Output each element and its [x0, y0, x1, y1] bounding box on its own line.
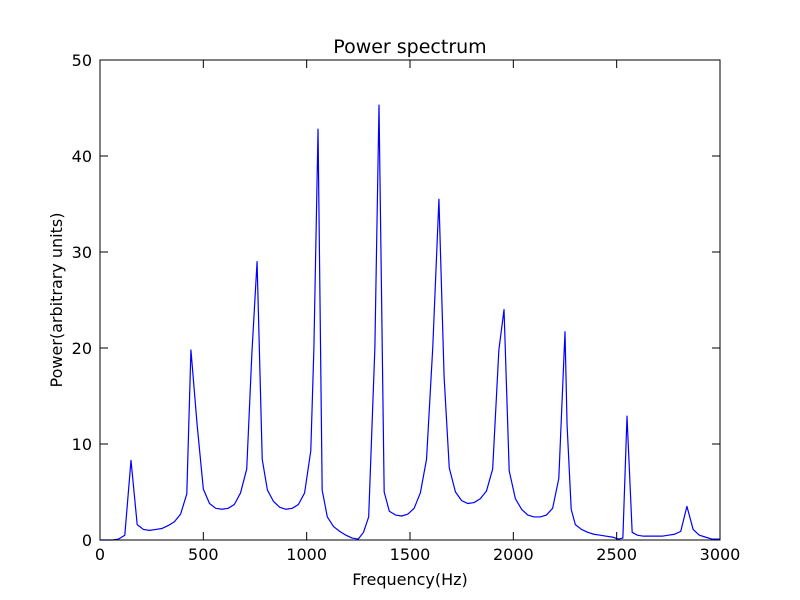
x-tick-label: 0	[95, 545, 105, 564]
ticks-layer: 0 500 1000 1500 2000 2500 3000 0 10 20 30 40 50	[72, 51, 741, 564]
x-tick-label: 3000	[700, 545, 741, 564]
x-tick-label: 500	[188, 545, 219, 564]
y-axis-title: Power(arbitrary units)	[47, 213, 66, 388]
x-tick-label: 1000	[286, 545, 327, 564]
y-tick-label: 40	[72, 147, 92, 166]
plot-frame	[99, 59, 721, 541]
series-line-0	[100, 104, 720, 541]
y-tick-label: 30	[72, 243, 92, 262]
y-tick-label: 50	[72, 51, 92, 70]
x-axis-title: Frequency(Hz)	[352, 570, 468, 589]
y-tick-label: 20	[72, 339, 92, 358]
y-tick-label: 10	[72, 435, 92, 454]
plot-area	[100, 60, 720, 540]
y-tick-label: 0	[82, 531, 92, 550]
x-tick-label: 2000	[493, 545, 534, 564]
series-layer	[100, 104, 720, 541]
chart-title: Power spectrum	[333, 36, 486, 58]
x-tick-label: 1500	[390, 545, 431, 564]
x-tick-label: 2500	[596, 545, 637, 564]
